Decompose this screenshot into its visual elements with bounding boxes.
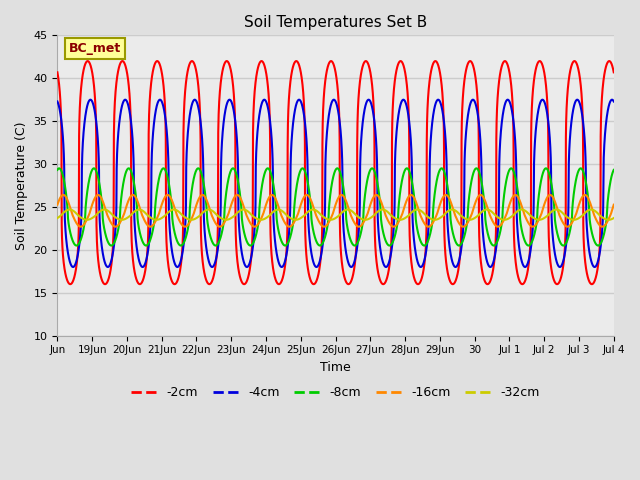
-32cm	[593, 210, 601, 216]
-16cm	[287, 223, 295, 229]
-2cm	[565, 74, 573, 80]
-2cm	[327, 58, 335, 64]
-32cm	[54, 215, 61, 221]
-4cm	[54, 98, 61, 104]
Line: -4cm: -4cm	[58, 100, 614, 267]
-2cm	[593, 270, 601, 276]
-8cm	[287, 231, 295, 237]
-4cm	[610, 98, 618, 104]
-8cm	[610, 167, 618, 173]
-2cm	[54, 70, 61, 75]
-8cm	[458, 240, 466, 246]
-32cm	[458, 214, 466, 219]
-4cm	[348, 264, 355, 270]
-16cm	[593, 218, 601, 224]
X-axis label: Time: Time	[320, 361, 351, 374]
-32cm	[326, 217, 334, 223]
-16cm	[318, 223, 326, 228]
Legend: -2cm, -4cm, -8cm, -16cm, -32cm: -2cm, -4cm, -8cm, -16cm, -32cm	[126, 382, 545, 405]
-2cm	[287, 73, 295, 79]
-2cm	[458, 119, 466, 125]
-8cm	[54, 167, 61, 173]
-16cm	[320, 224, 328, 229]
-32cm	[565, 216, 573, 221]
-2cm	[292, 59, 300, 64]
-8cm	[565, 231, 573, 237]
Title: Soil Temperatures Set B: Soil Temperatures Set B	[244, 15, 428, 30]
-4cm	[318, 249, 326, 255]
-32cm	[287, 216, 295, 221]
-4cm	[287, 146, 295, 152]
Text: BC_met: BC_met	[68, 42, 121, 55]
-16cm	[610, 202, 618, 207]
-32cm	[610, 215, 618, 221]
-8cm	[318, 241, 326, 247]
-8cm	[292, 191, 300, 197]
-16cm	[458, 223, 466, 229]
-4cm	[593, 262, 601, 267]
Line: -8cm: -8cm	[58, 168, 614, 246]
Line: -32cm: -32cm	[58, 209, 614, 220]
-16cm	[292, 216, 300, 222]
-4cm	[292, 104, 300, 110]
-16cm	[338, 192, 346, 198]
Y-axis label: Soil Temperature (C): Soil Temperature (C)	[15, 121, 28, 250]
-32cm	[344, 206, 351, 212]
-8cm	[593, 242, 601, 248]
-2cm	[610, 70, 618, 75]
-4cm	[565, 148, 573, 154]
-4cm	[330, 97, 338, 103]
-16cm	[54, 202, 61, 207]
-4cm	[458, 241, 466, 247]
Line: -16cm: -16cm	[58, 195, 614, 227]
-8cm	[333, 166, 341, 171]
-16cm	[565, 223, 573, 229]
-8cm	[316, 243, 324, 249]
-2cm	[344, 281, 352, 287]
-2cm	[318, 240, 326, 246]
-32cm	[292, 217, 300, 223]
Line: -2cm: -2cm	[58, 61, 614, 284]
-32cm	[318, 213, 326, 218]
